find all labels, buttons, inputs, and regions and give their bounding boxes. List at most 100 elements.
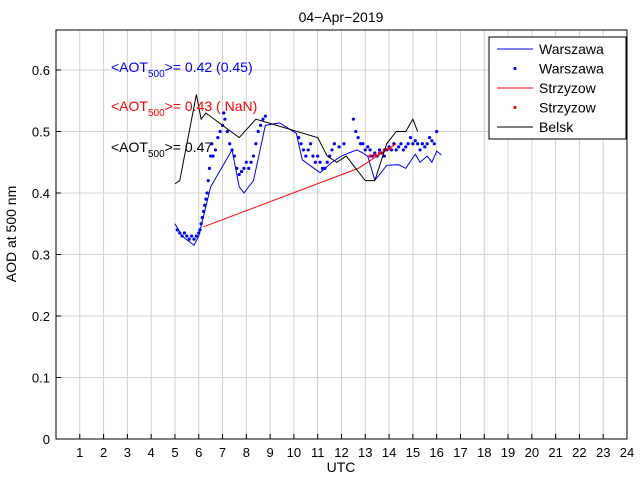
data-point-warszawa — [203, 203, 207, 207]
data-point-warszawa — [406, 142, 410, 146]
data-point-warszawa — [239, 169, 244, 174]
x-tick-label: 24 — [620, 445, 634, 460]
x-tick-label: 11 — [311, 445, 325, 460]
data-point-warszawa — [418, 148, 422, 152]
data-point-warszawa — [178, 231, 182, 235]
data-point-strzyzow — [377, 151, 382, 155]
x-tick-label: 9 — [267, 445, 274, 460]
aot-annotation: <AOT500>= 0.42 (0.45) — [111, 59, 253, 80]
data-point-warszawa — [427, 136, 432, 140]
data-point-warszawa — [190, 234, 194, 238]
legend-dot-icon — [513, 105, 517, 110]
data-point-warszawa — [299, 142, 303, 146]
y-tick-label: 0.2 — [32, 309, 50, 324]
data-point-warszawa — [408, 136, 413, 140]
data-point-warszawa — [320, 166, 325, 170]
legend-label: Strzyzow — [539, 80, 597, 96]
y-tick-label: 0.5 — [32, 124, 50, 139]
data-point-warszawa — [363, 148, 367, 152]
x-tick-label: 20 — [525, 445, 539, 460]
x-tick-label: 5 — [171, 445, 178, 460]
data-point-warszawa — [423, 145, 427, 149]
data-point-warszawa — [382, 154, 386, 158]
aot-annotation: <AOT500>= 0.47 — [111, 139, 212, 160]
data-point-warszawa — [401, 148, 405, 152]
data-point-warszawa — [222, 111, 226, 115]
data-point-warszawa — [209, 154, 213, 158]
data-point-warszawa — [254, 142, 258, 146]
x-tick-label: 6 — [195, 445, 202, 460]
x-tick-label: 8 — [243, 445, 250, 460]
data-point-warszawa — [420, 142, 424, 146]
legend-dot-icon — [513, 66, 517, 71]
legend-label: Warszawa — [539, 61, 604, 77]
data-point-warszawa — [306, 148, 310, 152]
series-line-belsk — [174, 94, 419, 185]
data-point-warszawa — [337, 145, 341, 149]
data-point-warszawa — [397, 145, 401, 149]
x-tick-label: 12 — [334, 445, 348, 460]
x-tick-label: 16 — [429, 445, 443, 460]
data-point-warszawa — [416, 142, 420, 146]
data-point-warszawa — [356, 136, 360, 140]
data-point-warszawa — [425, 142, 429, 146]
data-point-warszawa — [370, 154, 375, 158]
data-point-warszawa — [316, 154, 320, 158]
data-point-warszawa — [210, 142, 214, 146]
series-group — [174, 94, 442, 247]
data-point-warszawa — [304, 154, 308, 158]
data-point-warszawa — [308, 142, 313, 146]
data-point-warszawa — [207, 166, 212, 170]
data-point-warszawa — [198, 228, 202, 232]
data-point-warszawa — [194, 234, 198, 238]
data-point-warszawa — [242, 166, 246, 170]
data-point-warszawa — [351, 117, 355, 121]
data-point-warszawa — [263, 114, 267, 118]
data-point-warszawa — [342, 142, 346, 146]
x-tick-label: 2 — [100, 445, 107, 460]
data-point-warszawa — [318, 160, 322, 164]
data-point-warszawa — [377, 148, 382, 152]
data-point-warszawa — [235, 166, 239, 170]
y-tick-label: 0.1 — [32, 370, 50, 385]
legend-label: Strzyzow — [539, 100, 597, 116]
y-tick-label: 0.4 — [32, 186, 50, 201]
x-tick-label: 3 — [124, 445, 131, 460]
x-tick-label: 17 — [453, 445, 467, 460]
data-point-warszawa — [244, 160, 248, 164]
data-point-warszawa — [332, 142, 336, 146]
data-point-warszawa — [237, 172, 241, 177]
data-point-warszawa — [206, 179, 210, 183]
data-point-warszawa — [187, 237, 191, 241]
data-point-warszawa — [182, 231, 187, 235]
data-point-warszawa — [394, 148, 398, 152]
series-line-warszawa — [174, 122, 442, 247]
data-point-warszawa — [413, 139, 417, 143]
data-point-warszawa — [175, 228, 179, 232]
data-point-warszawa — [297, 136, 301, 140]
data-point-warszawa — [216, 136, 220, 140]
legend: Warszawa Warszawa Strzyzow Strzyzow Belsk — [488, 36, 627, 140]
legend-label: Warszawa — [539, 41, 604, 57]
data-point-warszawa — [366, 145, 370, 149]
data-point-warszawa — [404, 145, 408, 149]
data-point-warszawa — [232, 154, 237, 158]
data-point-warszawa — [313, 160, 317, 164]
x-tick-label: 19 — [501, 445, 515, 460]
data-point-warszawa — [249, 160, 253, 164]
data-point-strzyzow — [387, 147, 391, 151]
data-point-warszawa — [228, 142, 232, 146]
data-point-warszawa — [256, 129, 260, 134]
y-tick-label: 0 — [43, 432, 50, 447]
x-tick-label: 22 — [572, 445, 586, 460]
x-tick-label: 7 — [219, 445, 226, 460]
x-axis: 1 2 3 4 5 6 7 8 9 10 11 12 13 14 15 16 17 18 19 20 21 22 23 24 — [76, 434, 634, 460]
x-tick-label: 14 — [382, 445, 396, 460]
data-point-warszawa — [432, 142, 436, 146]
x-tick-label: 13 — [358, 445, 372, 460]
data-point-warszawa — [259, 123, 263, 127]
x-tick-label: 1 — [76, 445, 83, 460]
annotations: <AOT500>= 0.42 (0.45) <AOT500>= 0.43 ( Na… — [111, 59, 257, 160]
x-tick-label: 15 — [406, 445, 420, 460]
